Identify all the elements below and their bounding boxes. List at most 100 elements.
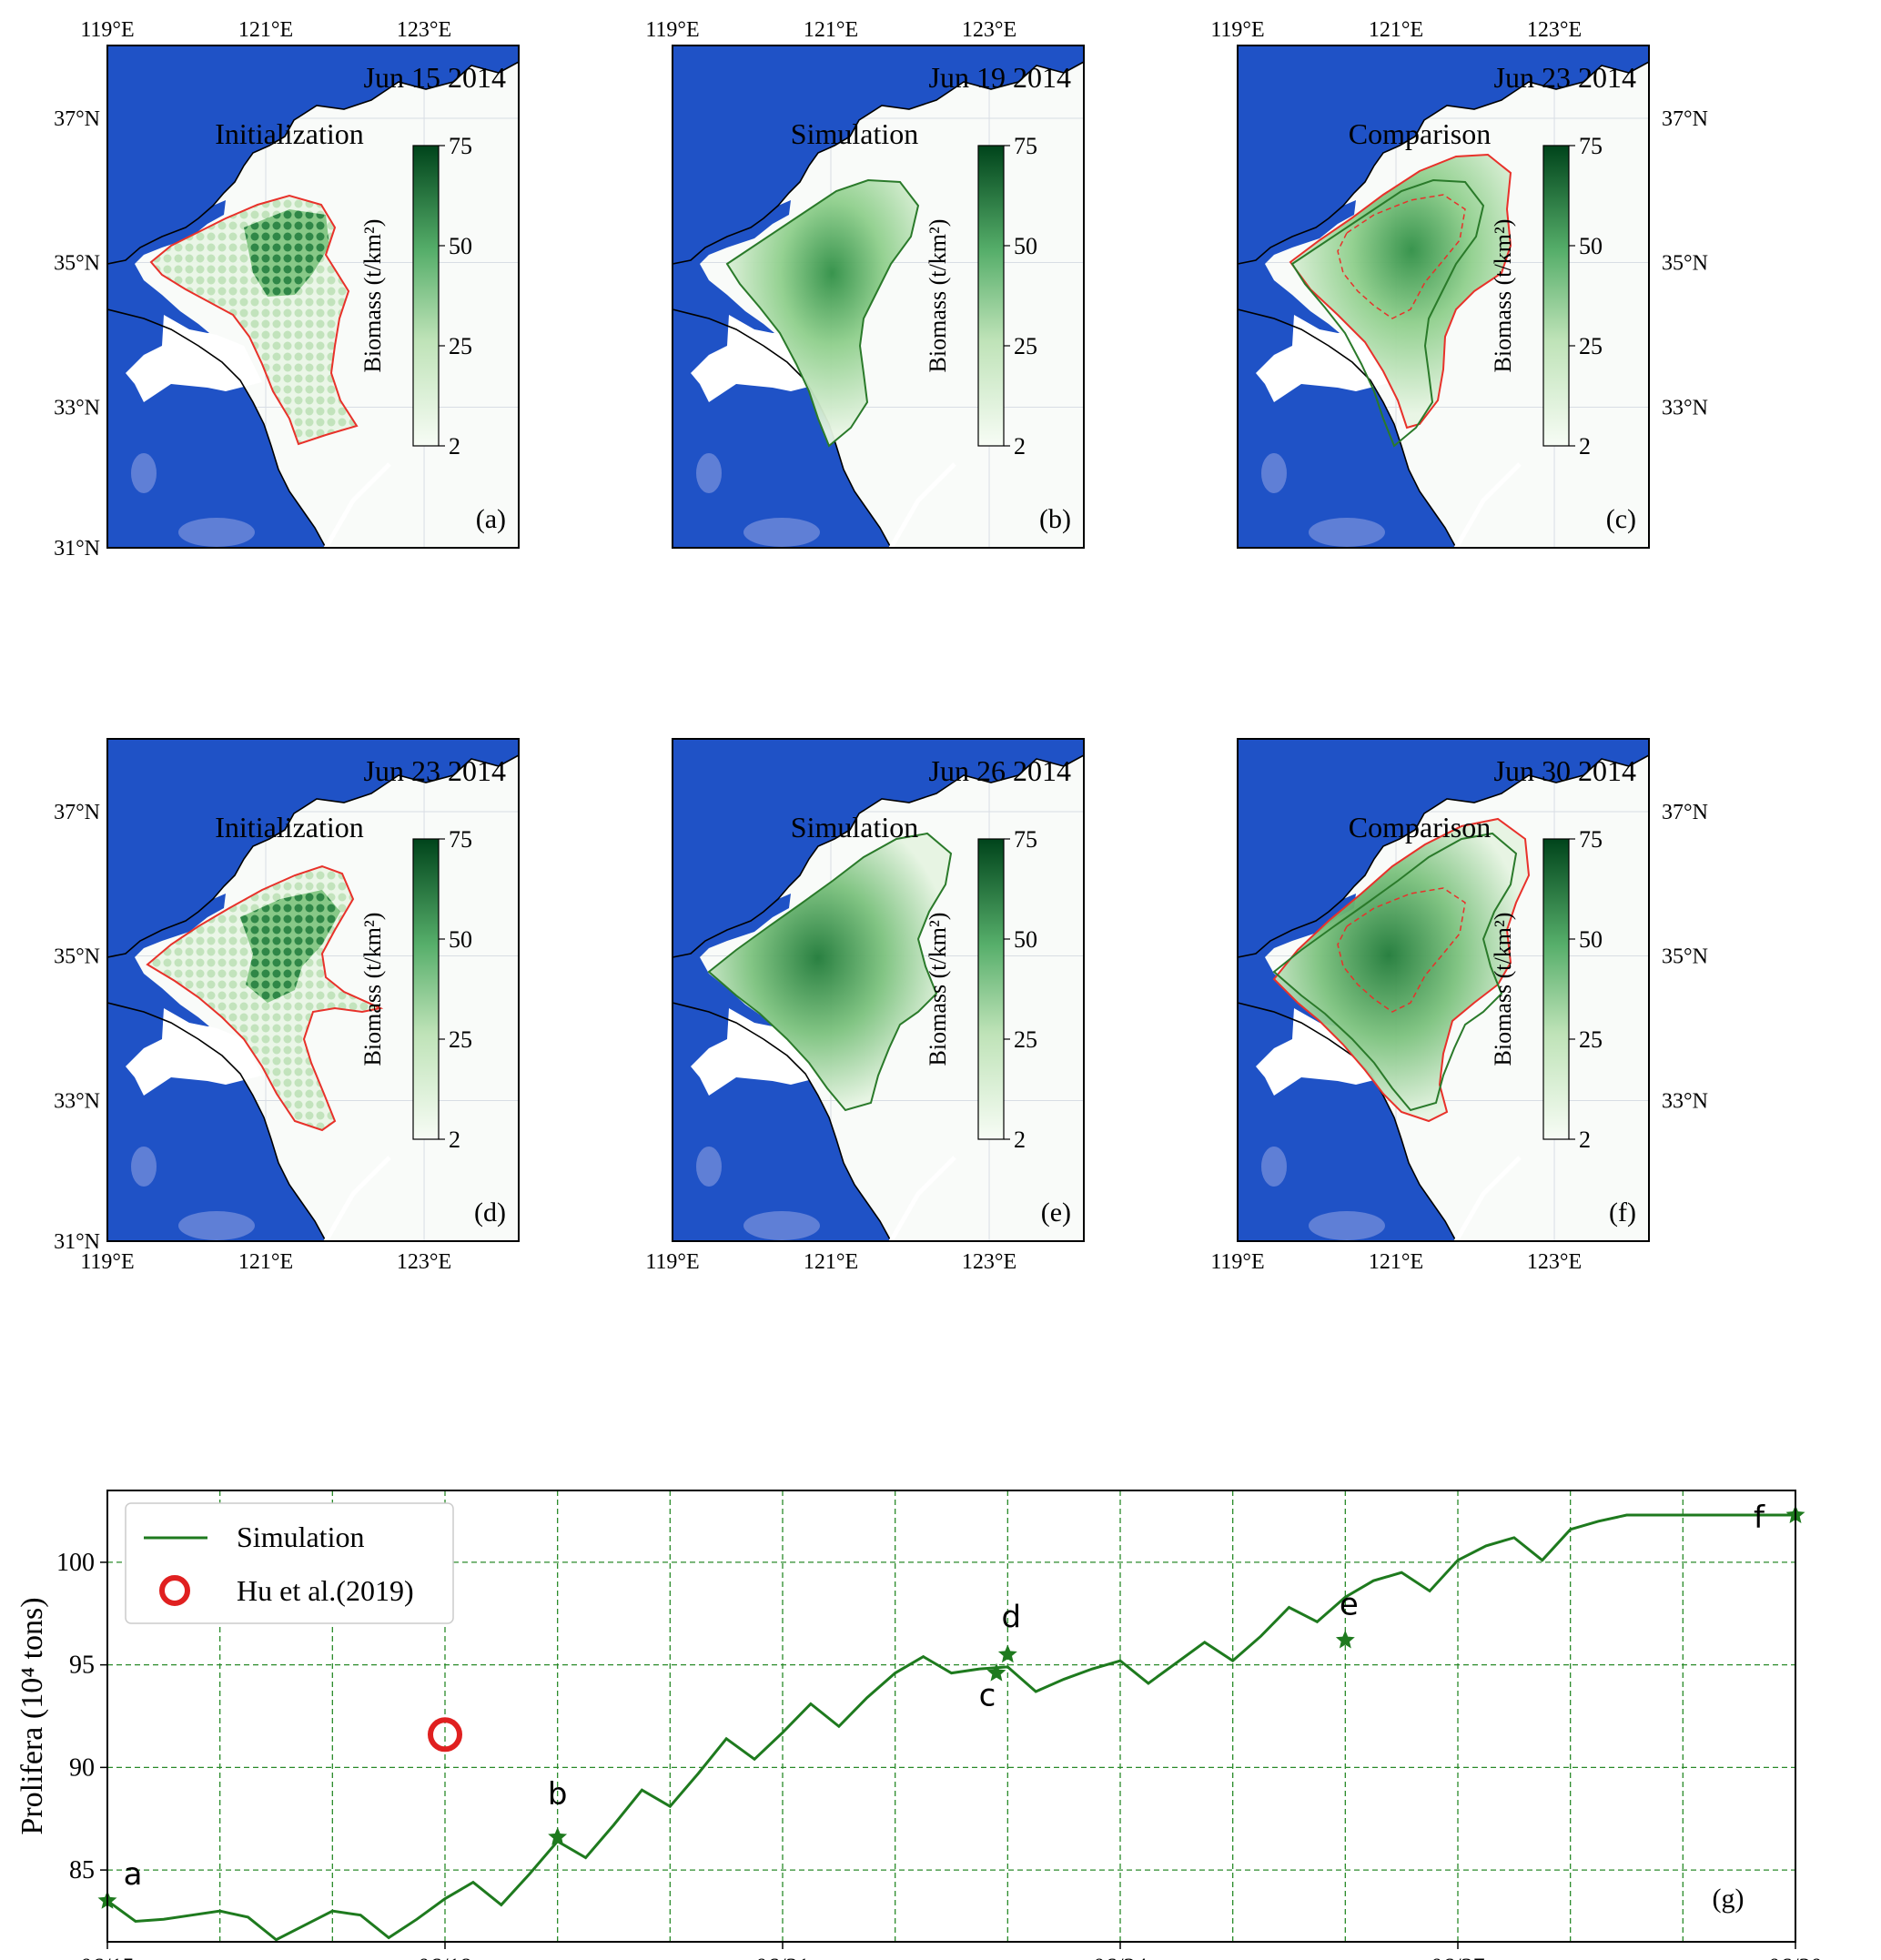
panel-frame <box>1237 738 1650 1242</box>
longitude-tick-label: 119°E <box>645 1250 699 1274</box>
biomass-time-series-chart: 85 90 95 100 06/15 06/18 06/21 06/24 06/27 06/30 a… <box>15 1490 1823 1960</box>
colorbar-tick-label: 2 <box>1014 433 1026 460</box>
latitude-tick-label: 33°N <box>1662 1089 1708 1113</box>
longitude-tick-label: 121°E <box>238 18 293 42</box>
longitude-tick-label: 119°E <box>1210 1250 1264 1274</box>
x-tick-label: 06/18 <box>418 1954 471 1960</box>
lake-patch <box>743 1211 820 1240</box>
lake-patch <box>1261 453 1287 493</box>
longitude-tick-label: 123°E <box>397 1250 451 1274</box>
no-data-patch <box>1256 315 1392 402</box>
star-marker-c <box>986 1662 1006 1682</box>
latitude-tick-label: 37°N <box>54 801 100 824</box>
lake-patch <box>696 1147 722 1187</box>
longitude-tick-label: 121°E <box>238 1250 293 1274</box>
x-tick-label: 06/30 <box>1768 1954 1822 1960</box>
colorbar-tick-label: 2 <box>1014 1126 1026 1153</box>
lake-patch <box>178 1211 255 1240</box>
colorbar-tick-label: 50 <box>1014 926 1037 953</box>
latitude-tick-label: 37°N <box>1662 801 1708 824</box>
panel-mode-label: Simulation <box>791 811 918 844</box>
lake-patch <box>696 453 722 493</box>
map-panel-3: 2 25 50 75 Biomass (t/km²) Jun 23 2014Compari… <box>1210 18 1708 550</box>
panel-mode-label: Comparison <box>1349 811 1491 844</box>
land-shandong <box>673 45 1084 264</box>
latitude-tick-label: 35°N <box>1662 945 1708 968</box>
annotation-c: c <box>979 1678 996 1714</box>
land-shandong <box>107 739 519 957</box>
colorbar-label: Biomass (t/km²) <box>925 219 951 373</box>
land-shandong-south <box>1238 200 1356 333</box>
panel-letter: (b) <box>1039 504 1071 534</box>
y-tick-label: 100 <box>56 1549 95 1577</box>
green-tide-dense-patch <box>240 890 340 1003</box>
panel-letter: (c) <box>1606 504 1636 534</box>
panel-letter: (e) <box>1041 1197 1071 1228</box>
observed-contour-red <box>1289 153 1512 429</box>
lake-patch <box>1309 1211 1385 1240</box>
panel-mode-label: Comparison <box>1349 117 1491 150</box>
panel-date: Jun 19 2014 <box>929 61 1071 94</box>
land-shandong-south <box>107 894 226 1026</box>
panel-mode-label: Initialization <box>215 811 364 844</box>
yangtze-river <box>1453 462 1522 550</box>
annotation-f: f <box>1754 1500 1765 1536</box>
yangtze-river <box>888 1156 956 1243</box>
yangtze-river <box>888 462 956 550</box>
annotation-e: e <box>1340 1587 1359 1623</box>
land-shandong-south <box>1238 894 1356 1026</box>
longitude-tick-label: 119°E <box>1210 18 1264 42</box>
latitude-tick-label: 33°N <box>54 396 100 419</box>
colorbar <box>977 838 1005 1140</box>
star-marker-e <box>1335 1630 1355 1649</box>
colorbar-tick-label: 25 <box>449 333 472 359</box>
chart-panel-letter: (g) <box>1713 1884 1744 1914</box>
panel-mode-label: Initialization <box>215 117 364 150</box>
longitude-tick-label: 119°E <box>80 18 134 42</box>
yangtze-river <box>323 1156 391 1243</box>
panel-frame <box>672 45 1085 549</box>
longitude-tick-label: 121°E <box>1369 18 1423 42</box>
colorbar <box>1542 145 1570 447</box>
simulated-contour-green <box>725 178 920 448</box>
colorbar <box>412 145 440 447</box>
green-tide-biomass <box>727 180 918 446</box>
panel-frame <box>106 738 520 1242</box>
panel-letter: (f) <box>1609 1197 1636 1228</box>
annotation-a: a <box>124 1856 143 1893</box>
simulated-contour-green <box>707 832 953 1112</box>
colorbar-label: Biomass (t/km²) <box>1490 219 1516 373</box>
colorbar-tick-label: 2 <box>449 433 460 460</box>
land-shandong <box>673 739 1084 957</box>
coastline <box>106 738 520 1242</box>
colorbar-tick-label: 75 <box>449 826 472 853</box>
panel-frame <box>106 45 520 549</box>
no-data-patch <box>691 315 827 402</box>
longitude-tick-label: 123°E <box>962 18 1016 42</box>
legend-box <box>125 1502 454 1624</box>
colorbar-tick-label: 25 <box>1579 1026 1603 1053</box>
y-tick-label: 95 <box>69 1652 95 1680</box>
longitude-tick-label: 121°E <box>804 18 858 42</box>
annotation-d: d <box>1002 1599 1022 1635</box>
colorbar-tick-label: 50 <box>1014 233 1037 259</box>
legend-circle-swatch <box>159 1575 190 1606</box>
observed-contour-red <box>146 864 384 1132</box>
annotation-b: b <box>548 1776 568 1813</box>
colorbar-tick-label: 2 <box>1579 1126 1591 1153</box>
observed-contour-red <box>149 194 359 446</box>
x-tick-label: 06/27 <box>1431 1954 1484 1960</box>
longitude-tick-label: 123°E <box>962 1250 1016 1274</box>
green-tide-biomass <box>1274 819 1529 1121</box>
latitude-tick-label: 35°N <box>54 251 100 275</box>
lake-patch <box>1309 518 1385 547</box>
latitude-tick-label: 35°N <box>1662 251 1708 275</box>
panel-date: Jun 23 2014 <box>364 754 506 787</box>
colorbar-tick-label: 50 <box>1579 233 1603 259</box>
star-marker-d <box>997 1644 1017 1663</box>
lake-patch <box>131 1147 157 1187</box>
land-shandong-south <box>673 200 791 333</box>
latitude-tick-label: 31°N <box>54 1230 100 1254</box>
colorbar-label: Biomass (t/km²) <box>925 913 951 1066</box>
